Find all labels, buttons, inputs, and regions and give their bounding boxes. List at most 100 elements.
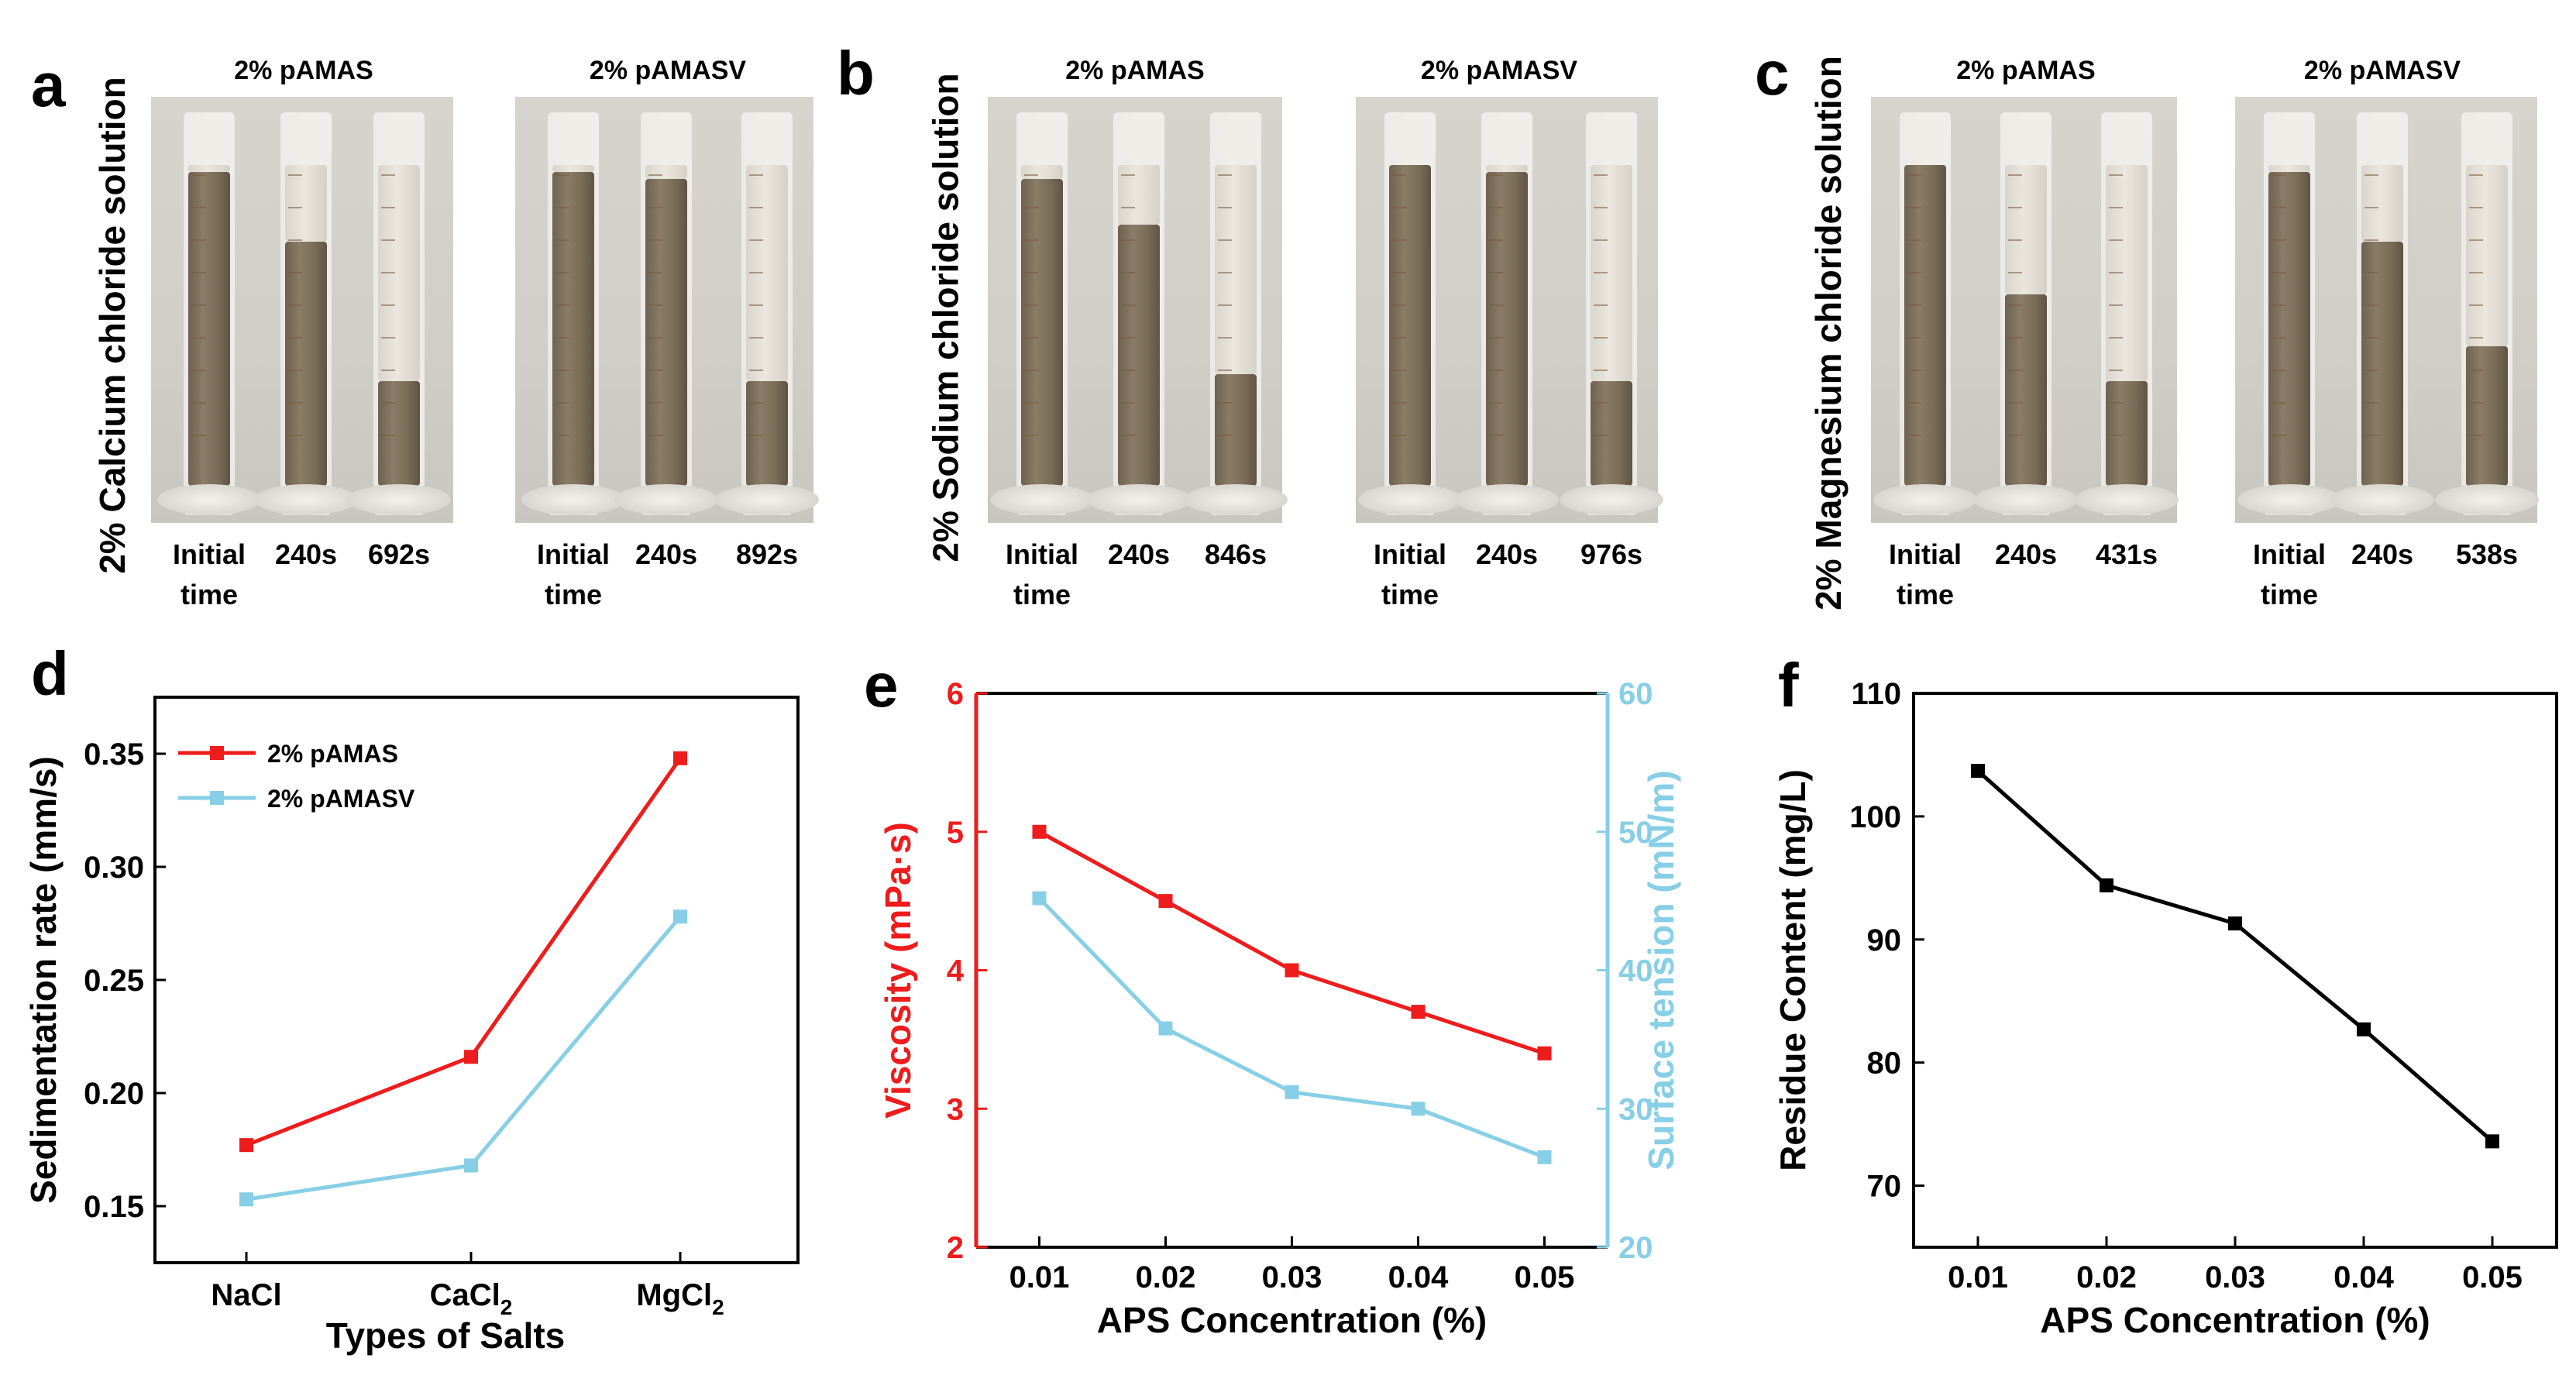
graduated-cylinder	[347, 112, 451, 515]
graduation-mark	[555, 435, 569, 436]
time-label: Initial time	[1888, 538, 1962, 610]
y-axis-label: Sedimentation rate (mm/s)	[23, 756, 64, 1204]
graduation-mark	[555, 402, 569, 404]
graduation-mark	[749, 304, 763, 306]
graduated-cylinder	[2237, 112, 2341, 515]
graduation-mark	[2272, 174, 2285, 176]
graduation-mark	[2469, 370, 2483, 371]
clear-supernatant	[188, 165, 230, 172]
graduation-mark	[2469, 435, 2483, 436]
right-y-tick-label: 20	[1618, 1231, 1653, 1265]
graduated-cylinder	[1560, 112, 1663, 515]
cylinder-base	[1560, 484, 1663, 515]
graduation-mark	[2272, 370, 2285, 371]
graduated-cylinder	[2075, 112, 2179, 515]
y-tick-label: 90	[1867, 923, 1902, 957]
sediment-column	[746, 381, 788, 486]
graduation-mark	[1218, 272, 1232, 273]
data-point	[1971, 764, 1985, 779]
time-label: 538s	[2455, 538, 2519, 570]
panel-letter-b: b	[837, 39, 875, 108]
solution-label-a: 2% Calcium chloride solution	[91, 77, 132, 574]
graduation-mark	[1392, 272, 1406, 273]
clear-supernatant	[1215, 165, 1257, 374]
time-label: Initial time	[172, 538, 246, 610]
time-label: Initial time	[536, 538, 610, 610]
group-title-c-2: 2% pAMASV	[2303, 56, 2461, 85]
right-y-axis-label: Surface tension (mN/m)	[1641, 770, 1681, 1170]
sediment-column	[2466, 346, 2508, 486]
time-label: 240s	[1994, 538, 2058, 570]
right-y-tick-label: 60	[1618, 677, 1653, 711]
graduation-mark	[1218, 174, 1232, 176]
graduation-mark	[191, 402, 205, 404]
series-line-residue	[1976, 769, 2494, 1143]
clear-supernatant	[552, 165, 594, 172]
graduated-cylinder	[1873, 112, 1977, 515]
cylinder-base	[1873, 484, 1977, 515]
graduation-mark	[1392, 337, 1406, 339]
graduation-mark	[2364, 304, 2378, 306]
graduation-mark	[1392, 435, 1406, 436]
graduation-mark	[191, 239, 205, 241]
x-tick-label: 0.04	[2334, 1260, 2395, 1294]
clear-supernatant	[285, 165, 327, 242]
graduation-mark	[1594, 337, 1608, 339]
graduation-mark	[191, 370, 205, 371]
group-title-b-1: 2% pAMAS	[1065, 56, 1205, 85]
graduation-mark	[2364, 402, 2378, 404]
graduation-mark	[2469, 174, 2483, 176]
time-label: 976s	[1580, 538, 1643, 570]
cylinder-base	[715, 484, 819, 515]
y-tick-label: 80	[1867, 1047, 1902, 1081]
graduation-mark	[1024, 174, 1038, 176]
graduation-mark	[1392, 174, 1406, 176]
time-label: 431s	[2095, 538, 2158, 570]
group-title-a-1: 2% pAMAS	[234, 56, 373, 85]
graduated-cylinder	[990, 112, 1094, 515]
x-tick-label: 0.01	[1009, 1260, 1070, 1294]
graduation-mark	[2008, 337, 2022, 339]
graduated-cylinder	[521, 112, 625, 515]
panel-letter-f: f	[1778, 651, 1799, 720]
time-label: 240s	[1107, 538, 1171, 570]
y-tick-label: 110	[1851, 677, 1901, 711]
y-tick-label: 70	[1867, 1170, 1902, 1204]
graduation-mark	[1594, 402, 1608, 404]
graduation-mark	[381, 207, 395, 208]
cylinder-base	[1087, 484, 1191, 515]
chart-e-viscosity-surface-tension: 2 3 4 5 6 20 30 40 50 60 0.01 0.02 0.03 0.04 0.05 APS C…	[878, 677, 1681, 1340]
left-y-tick-label: 6	[947, 677, 964, 711]
time-label: Initial time	[1373, 538, 1446, 610]
graduation-mark	[2364, 435, 2378, 436]
graduation-mark	[2272, 207, 2285, 208]
graduation-mark	[191, 337, 205, 339]
graduated-cylinder	[1455, 112, 1559, 515]
y-axis-label: Residue Content (mg/L)	[1774, 769, 1813, 1171]
group-title-a-2: 2% pAMASV	[589, 56, 747, 85]
clear-supernatant	[1486, 165, 1528, 172]
data-point	[1285, 963, 1299, 978]
sediment-column	[1215, 374, 1257, 486]
time-label: 240s	[274, 538, 338, 570]
graduation-mark	[1907, 402, 1921, 404]
sediment-column	[378, 381, 420, 486]
data-point	[673, 909, 687, 924]
graduation-mark	[2109, 402, 2123, 404]
y-tick-label: 0.30	[84, 851, 144, 885]
graduation-mark	[2008, 402, 2022, 404]
graduated-cylinder	[1087, 112, 1191, 515]
chart-f-residue-content: 70 80 90 100 110 0.01 0.02 0.03 0.04 0.05 APS Conc…	[1774, 677, 2558, 1340]
graduation-mark	[381, 272, 395, 273]
graduation-mark	[1489, 272, 1503, 273]
graduation-mark	[1907, 370, 1921, 371]
graduation-mark	[555, 272, 569, 273]
graduation-mark	[749, 337, 763, 339]
data-point	[1537, 1150, 1552, 1164]
time-label: 846s	[1204, 538, 1267, 570]
solution-label-c: 2% Magnesium chloride solution	[1807, 56, 1849, 610]
cylinder-base	[347, 484, 451, 515]
graduation-mark	[288, 402, 302, 404]
graduation-mark	[381, 370, 395, 371]
graduation-mark	[1121, 207, 1135, 208]
